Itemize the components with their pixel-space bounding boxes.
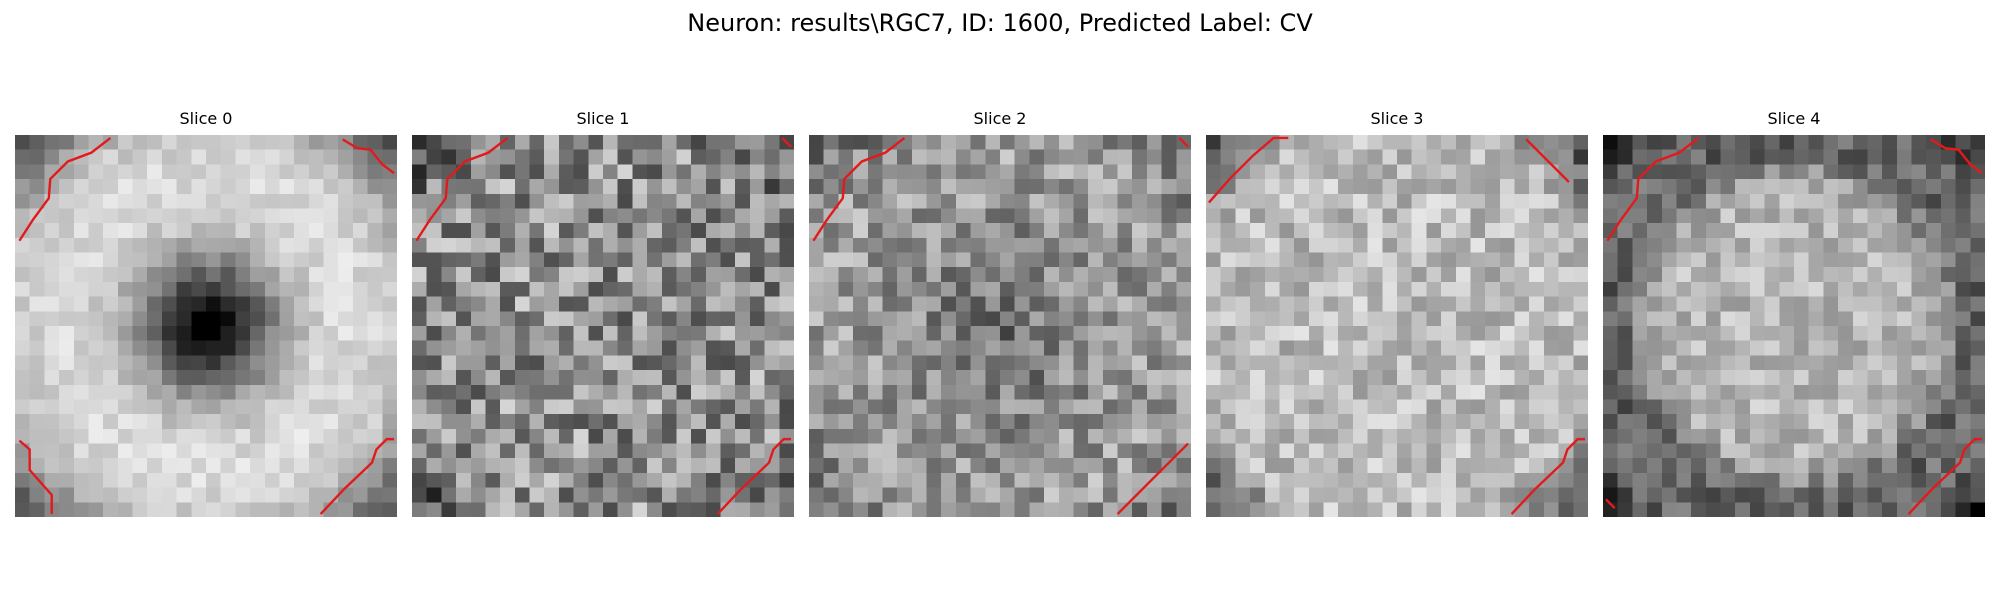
outline-top-left-curve bbox=[19, 138, 110, 241]
slice-image-2 bbox=[809, 135, 1191, 517]
outline-top-left-line bbox=[1209, 138, 1288, 203]
outline-top-right-curve bbox=[1931, 139, 1982, 173]
outline-top-right-tick bbox=[1179, 138, 1188, 147]
slice-panel-1: Slice 1 bbox=[412, 108, 794, 518]
slice-title-3: Slice 3 bbox=[1370, 109, 1424, 128]
slice-image-1 bbox=[412, 135, 794, 517]
slice-panel-3: Slice 3 bbox=[1206, 108, 1588, 518]
outline-top-right-tick bbox=[782, 138, 791, 147]
outline-top-left-curve bbox=[813, 138, 904, 241]
slice-image-4 bbox=[1603, 135, 1985, 517]
outline-bottom-right-curve bbox=[718, 439, 791, 514]
slice-title-1: Slice 1 bbox=[576, 109, 630, 128]
slice-title-0: Slice 0 bbox=[179, 109, 233, 128]
outline-bottom-right-line bbox=[1118, 444, 1189, 515]
outline-top-right-line bbox=[1526, 139, 1569, 182]
slice-title-2: Slice 2 bbox=[973, 109, 1027, 128]
outline-bottom-right-curve bbox=[1512, 439, 1585, 514]
outline-bottom-right-curve bbox=[321, 439, 394, 514]
outline-bottom-left-curve bbox=[19, 441, 51, 514]
slice-title-4: Slice 4 bbox=[1767, 109, 1821, 128]
outline-top-left-curve bbox=[1607, 138, 1698, 241]
slice-panel-4: Slice 4 bbox=[1603, 108, 1985, 518]
slice-image-3 bbox=[1206, 135, 1588, 517]
outline-bottom-right-curve bbox=[1909, 439, 1982, 514]
outline-top-right-curve bbox=[343, 139, 394, 173]
slice-panel-2: Slice 2 bbox=[809, 108, 1191, 518]
slice-image-0 bbox=[15, 135, 397, 517]
outline-bottom-left-tick bbox=[1606, 499, 1615, 508]
figure-title: Neuron: results\RGC7, ID: 1600, Predicte… bbox=[687, 9, 1313, 37]
outline-top-left-curve bbox=[416, 138, 507, 241]
slice-panel-0: Slice 0 bbox=[15, 108, 397, 518]
